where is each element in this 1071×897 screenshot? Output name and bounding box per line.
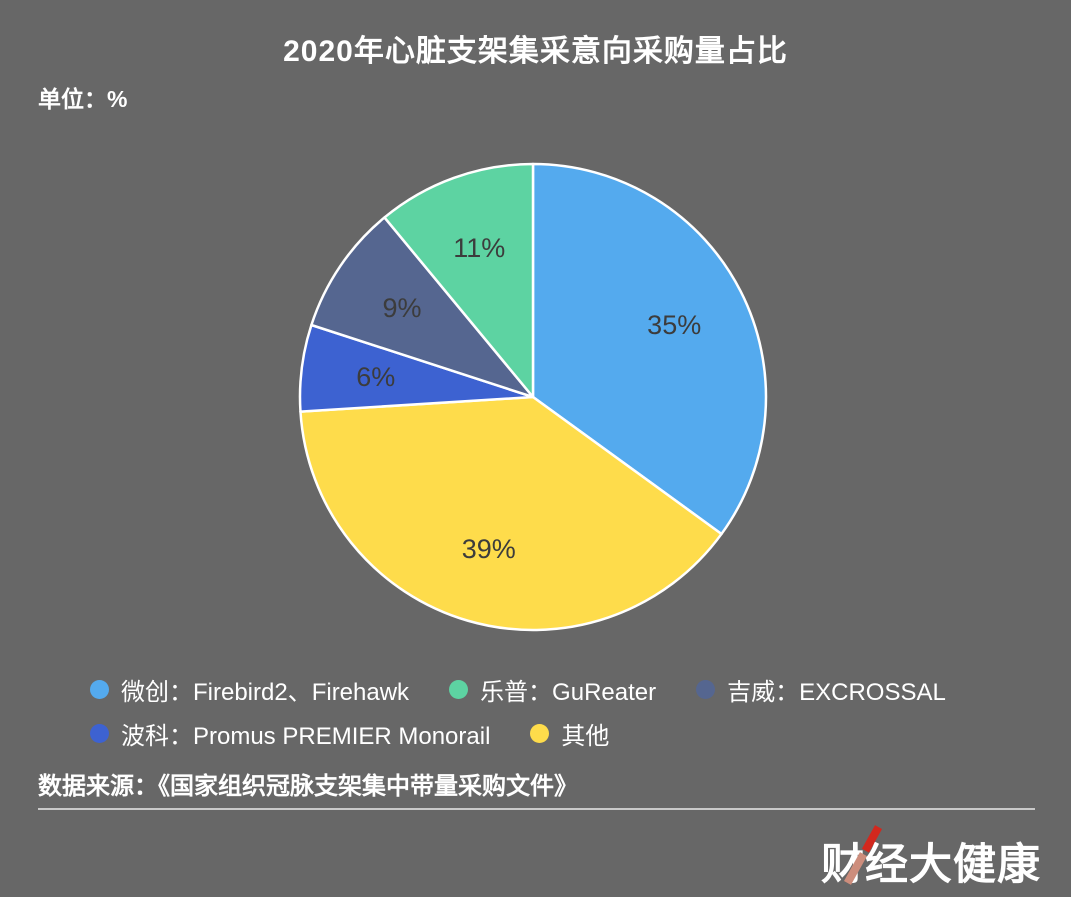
unit-label: 单位：%: [38, 86, 128, 112]
legend-color-dot: [90, 724, 109, 743]
legend-color-dot: [90, 680, 109, 699]
pie-slice-label: 35%: [647, 310, 701, 340]
legend-item[interactable]: 吉威：EXCROSSAL: [696, 672, 946, 707]
pie-slice[interactable]: [531, 162, 768, 536]
legend-color-dot: [449, 680, 469, 699]
source-note: 数据来源：《国家组织冠脉支架集中带量采购文件》: [38, 773, 578, 800]
legend-item[interactable]: 微创：Firebird2、Firehawk: [90, 672, 409, 707]
legend: 微创：Firebird2、Firehawk 乐普：GuReater 吉威：EXCRO…: [90, 672, 1020, 751]
legend-label: 微创：Firebird2、Firehawk: [121, 679, 410, 706]
pie-slice-label: 11%: [453, 233, 505, 263]
legend-color-dot: [696, 680, 716, 699]
chart-title: 2020年心脏支架集采意向采购量占比: [283, 35, 788, 68]
legend-label: 其他: [561, 723, 610, 750]
legend-color-dot: [530, 724, 550, 743]
legend-label: 乐普：GuReater: [480, 679, 657, 706]
legend-label: 波科：Promus PREMIER Monorail: [121, 723, 491, 750]
divider: [38, 808, 1035, 810]
legend-item[interactable]: 波科：Promus PREMIER Monorail: [90, 716, 490, 751]
pie-slice[interactable]: [299, 395, 723, 632]
legend-item[interactable]: 其他: [530, 716, 609, 751]
pie-slice-label: 9%: [382, 293, 421, 323]
legend-label: 吉威：EXCROSSAL: [727, 679, 946, 706]
pie-slice[interactable]: [383, 162, 535, 399]
pie-slice-label: 39%: [462, 534, 516, 564]
legend-item[interactable]: 乐普：GuReater: [449, 672, 656, 707]
pie-slice[interactable]: [310, 216, 535, 399]
pie-chart: 35% 39% 6% 9% 11%: [298, 162, 768, 632]
brand-logo: 财经大健康: [821, 825, 1041, 889]
pie-slice-label: 6%: [356, 362, 395, 392]
